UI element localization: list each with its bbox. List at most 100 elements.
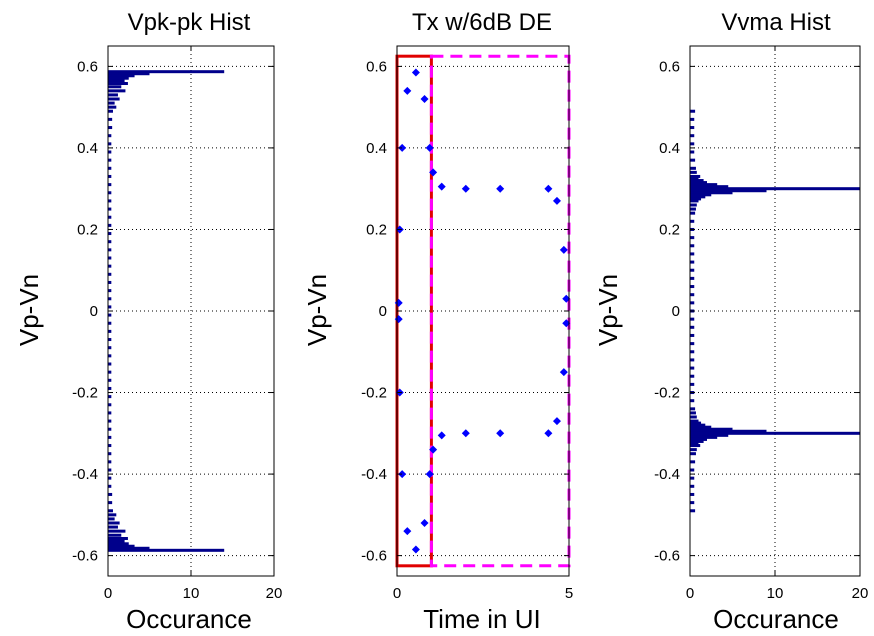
y-tick-label: 0.4 xyxy=(366,140,387,157)
data-point xyxy=(429,168,438,177)
y-tick-label: 0.6 xyxy=(77,58,98,75)
histogram-bar xyxy=(108,517,115,521)
histogram-bar xyxy=(690,366,695,370)
histogram-bar xyxy=(108,272,112,276)
histogram-bar xyxy=(108,223,112,227)
data-point xyxy=(552,417,561,426)
histogram-bar xyxy=(108,305,112,309)
histogram-bar xyxy=(108,93,118,97)
histogram-bar xyxy=(690,276,695,280)
y-tick-label: 0.2 xyxy=(366,221,387,238)
histogram-bar xyxy=(690,439,704,443)
histogram-bar xyxy=(690,350,695,354)
histogram-bar xyxy=(108,264,112,268)
histogram-bar xyxy=(690,448,697,452)
histogram-bar xyxy=(108,329,112,333)
data-point xyxy=(496,429,505,438)
histogram-bar xyxy=(108,509,113,513)
histogram-bar xyxy=(108,199,112,203)
histogram-bar xyxy=(108,395,112,399)
histogram-bar xyxy=(108,546,150,550)
y-axis-label: Vp-Vn xyxy=(14,274,44,346)
histogram-bar xyxy=(690,203,697,207)
data-point xyxy=(562,319,571,328)
histogram-bar xyxy=(108,215,112,219)
histogram-bar xyxy=(108,427,112,431)
histogram-bar xyxy=(690,170,697,174)
data-point xyxy=(420,519,429,527)
y-tick-label: 0.4 xyxy=(659,140,680,157)
y-axis-label: Vp-Vn xyxy=(593,274,623,346)
histogram-bar xyxy=(108,513,117,517)
histogram-bar xyxy=(108,460,112,464)
data-point xyxy=(403,527,412,536)
histogram-bar xyxy=(690,191,733,195)
y-tick-label: -0.6 xyxy=(72,548,98,565)
histogram-bar xyxy=(690,419,699,423)
y-tick-label: 0.4 xyxy=(77,140,98,157)
histogram-bar xyxy=(108,109,113,113)
histogram-bar xyxy=(690,501,695,505)
histogram-bar xyxy=(108,142,112,146)
histogram-bar xyxy=(108,74,135,78)
histogram-bar xyxy=(108,76,129,80)
histogram-bar xyxy=(690,260,695,264)
histogram-bar xyxy=(108,444,112,448)
histogram-bar xyxy=(108,313,112,317)
histogram-bar xyxy=(690,109,696,113)
data-point xyxy=(398,143,407,152)
histogram-bar xyxy=(108,544,135,548)
histogram-bar xyxy=(690,484,695,488)
histogram-bar xyxy=(690,476,695,480)
data-point xyxy=(398,470,407,479)
histogram-bar xyxy=(690,183,718,187)
histogram-bar xyxy=(690,437,707,441)
histogram-bar xyxy=(690,423,706,427)
data-point xyxy=(420,95,429,103)
histogram-bar xyxy=(108,207,112,211)
data-point xyxy=(544,429,553,438)
histogram-bar xyxy=(108,72,150,76)
data-point xyxy=(496,184,505,193)
data-point xyxy=(411,68,420,77)
data-point xyxy=(559,368,568,377)
histogram-bar xyxy=(690,452,696,456)
histogram-bar xyxy=(108,85,122,89)
histogram-bar xyxy=(690,301,695,305)
histogram-bar xyxy=(690,435,718,439)
data-point xyxy=(544,184,553,193)
y-tick-label: -0.6 xyxy=(654,548,680,565)
data-point xyxy=(461,429,470,438)
histogram-bar xyxy=(108,542,129,546)
histogram-bar xyxy=(690,468,695,472)
histogram-bar xyxy=(108,240,112,244)
histogram-bar xyxy=(108,126,113,130)
histogram-bar xyxy=(108,183,112,187)
histogram-bar xyxy=(690,244,695,248)
x-axis-label: Occurance xyxy=(126,604,252,634)
y-tick-label: -0.2 xyxy=(361,385,387,402)
data-point xyxy=(425,470,434,479)
histogram-bar xyxy=(108,248,112,252)
y-tick-label: 0.2 xyxy=(77,221,98,238)
histogram-bar xyxy=(690,415,697,419)
histogram-bar xyxy=(108,468,112,472)
histogram-bar xyxy=(690,134,695,138)
histogram-bar xyxy=(690,442,699,445)
histogram-bar xyxy=(108,536,128,540)
data-point xyxy=(559,245,568,254)
histogram-bar xyxy=(690,181,707,185)
histogram-bar xyxy=(108,166,112,170)
data-point xyxy=(562,294,571,303)
histogram-bar xyxy=(108,378,112,382)
chart-title: Vvma Hist xyxy=(721,9,831,36)
histogram-bar xyxy=(690,433,729,437)
histogram-bar xyxy=(690,317,695,321)
histogram-bar xyxy=(690,411,696,415)
histogram-bar xyxy=(108,362,112,366)
histogram-bar xyxy=(108,338,112,342)
histogram-bar xyxy=(108,403,112,407)
histogram-bar xyxy=(690,195,706,199)
histogram-bar xyxy=(690,427,733,431)
histogram-bar xyxy=(108,492,113,496)
